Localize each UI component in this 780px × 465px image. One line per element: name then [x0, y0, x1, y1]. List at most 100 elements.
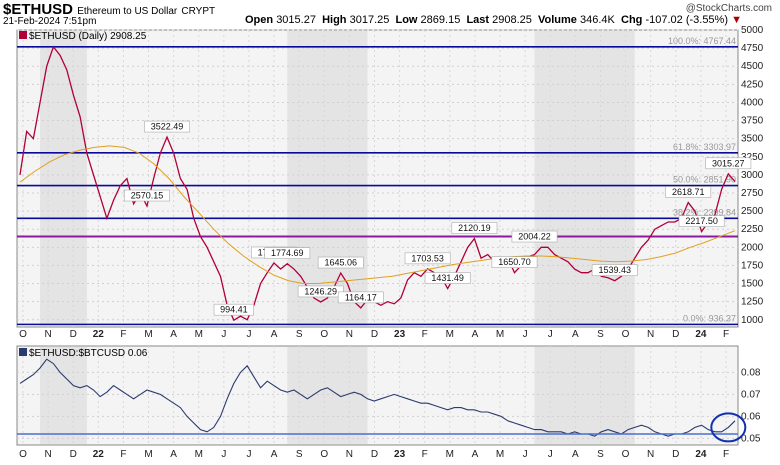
y-tick-label: 0.07: [741, 389, 761, 400]
down-triangle-icon: ▼: [731, 14, 742, 26]
x-tick-label: 24: [695, 449, 707, 460]
x-tick-label: F: [723, 449, 729, 460]
highlight-circle: [710, 412, 747, 443]
x-tick-label: O: [622, 449, 630, 460]
x-tick-label: 24: [695, 329, 707, 340]
annotation-box: [665, 186, 712, 198]
annotation-box: [297, 285, 344, 298]
fib-level-label: 50.0%: 2851.90: [673, 175, 736, 185]
x-tick-label: A: [170, 449, 177, 460]
annotation-box: [678, 215, 725, 227]
fib-level-label: 38.2%: 2399.84: [673, 207, 736, 217]
fib-level-label: 0.0%: 936.37: [683, 313, 736, 323]
price-annotation: 1650.70: [491, 256, 538, 268]
x-tick-label: O: [320, 449, 328, 460]
annotation-box: [451, 222, 498, 234]
x-tick-label: J: [246, 329, 251, 340]
annotation-box: [705, 157, 752, 170]
annotation-box: [124, 189, 170, 202]
price-stats: Open 3015.27 High 3017.25 Low 2869.15 La…: [245, 14, 742, 26]
x-tick-label: M: [446, 329, 454, 340]
price-annotation: 994.41: [213, 303, 254, 316]
legend-label: $ETHUSD:$BTCUSD 0.06: [29, 348, 148, 359]
price-annotation: 3522.49: [144, 120, 190, 133]
x-tick-label: F: [723, 329, 729, 340]
y-tick-label: 3250: [741, 152, 764, 163]
y-tick-label: 2750: [741, 188, 764, 199]
x-tick-label: O: [622, 329, 630, 340]
price-annotation: 3015.27: [705, 157, 752, 170]
x-tick-label: O: [19, 329, 27, 340]
annotation-box: [491, 256, 538, 268]
x-tick-label: M: [195, 329, 203, 340]
legend-swatch: [19, 31, 27, 39]
y-tick-label: 3500: [741, 134, 764, 145]
x-tick-label: F: [422, 329, 428, 340]
price-annotation: 2618.71: [665, 186, 712, 198]
x-tick-label: J: [221, 449, 226, 460]
annotation-label: 2120.19: [458, 223, 491, 233]
annotation-box: [591, 264, 638, 277]
moving-average-line: [19, 145, 736, 285]
y-tick-label: 1000: [741, 315, 764, 326]
y-tick-label: 3000: [741, 170, 764, 181]
annotation-box: [337, 291, 384, 304]
annotation-box: [144, 120, 190, 133]
x-tick-label: M: [144, 329, 152, 340]
x-tick-label: M: [496, 329, 504, 340]
x-tick-label: F: [120, 329, 126, 340]
legend-label: $ETHUSD (Daily) 2908.25: [29, 31, 147, 42]
price-annotation: 1164.17: [337, 291, 384, 304]
x-tick-label: D: [70, 449, 77, 460]
fib-level-label: 61.8%: 3303.97: [673, 142, 736, 152]
price-annotation: 2217.50: [678, 215, 725, 227]
price-annotation: 2570.15: [124, 189, 170, 202]
price-annotation: 1703.53: [404, 252, 451, 265]
x-tick-label: D: [70, 329, 77, 340]
annotation-box: [424, 272, 471, 284]
highlight-band: [534, 31, 635, 326]
x-tick-label: N: [647, 449, 654, 460]
x-tick-label: S: [296, 449, 303, 460]
x-tick-label: S: [597, 449, 604, 460]
chart-header: $ETHUSD Ethereum to US Dollar CRYPT 21-F…: [0, 0, 780, 30]
x-tick-label: M: [195, 449, 203, 460]
annotation-label: 3015.27: [712, 158, 745, 168]
x-tick-label: A: [170, 329, 177, 340]
annotation-label: 994.41: [220, 305, 248, 315]
y-tick-label: 0.08: [741, 367, 761, 378]
y-tick-label: 1500: [741, 279, 764, 290]
price-annotation: 1246.29: [297, 285, 344, 298]
price-legend: $ETHUSD (Daily) 2908.25: [19, 31, 147, 42]
y-tick-label: 3750: [741, 116, 764, 127]
x-tick-label: F: [422, 449, 428, 460]
price-annotation: 1539.43: [591, 264, 638, 277]
x-tick-label: A: [271, 449, 278, 460]
price-annotation: 1774.69: [264, 247, 311, 259]
x-tick-label: O: [19, 449, 27, 460]
annotation-label: 1650.70: [498, 257, 531, 267]
x-tick-label: A: [572, 449, 579, 460]
x-tick-label: M: [144, 449, 152, 460]
x-tick-label: J: [523, 449, 528, 460]
x-tick-label: N: [346, 449, 353, 460]
x-tick-label: A: [572, 329, 579, 340]
symbol-title: $ETHUSD Ethereum to US Dollar CRYPT: [3, 1, 216, 18]
y-tick-label: 2250: [741, 224, 764, 235]
x-tick-label: A: [472, 329, 479, 340]
x-tick-label: M: [446, 449, 454, 460]
highlight-band: [40, 31, 87, 326]
fib-level-label: 100.0%: 4767.44: [668, 36, 736, 46]
y-tick-label: 4000: [741, 97, 764, 108]
highlight-band: [534, 347, 635, 444]
x-tick-label: N: [44, 329, 51, 340]
y-tick-label: 5000: [741, 25, 764, 36]
y-tick-label: 4500: [741, 61, 764, 72]
x-tick-label: M: [496, 449, 504, 460]
highlight-band: [40, 347, 87, 444]
price-annotation: 1645.06: [317, 256, 364, 269]
x-tick-label: D: [672, 329, 679, 340]
y-tick-label: 0.05: [741, 433, 761, 444]
annotation-label: 3522.49: [151, 122, 184, 132]
